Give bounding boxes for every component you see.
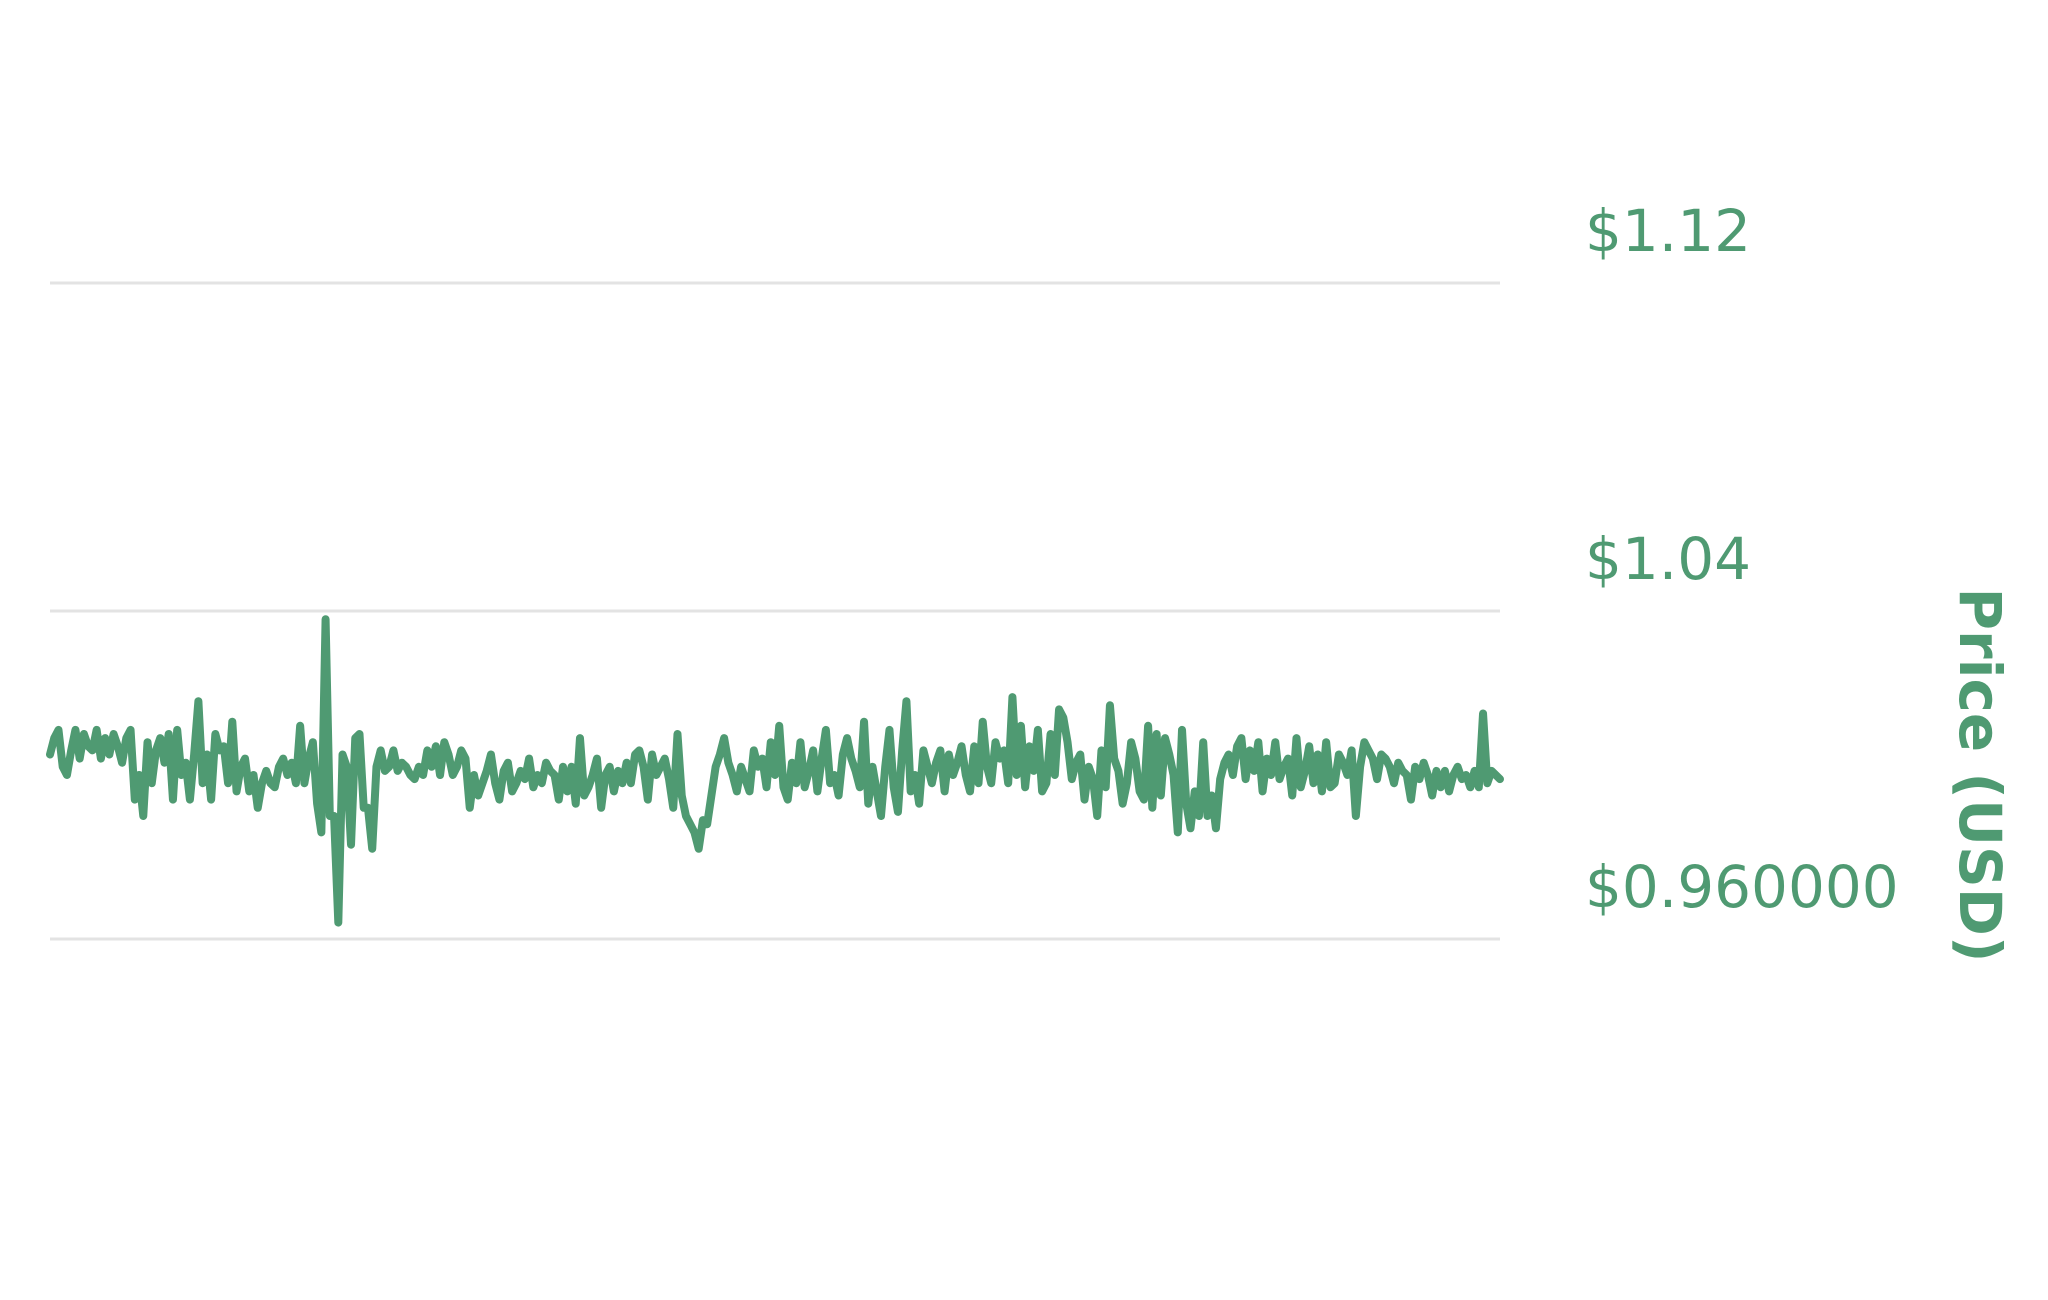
y-tick-label: $1.12 [1585,197,1751,265]
price-series-line [46,615,1504,927]
y-tick-label: $1.04 [1585,525,1751,593]
series-group [46,615,1504,927]
y-axis-ticks: $1.12 $1.04 $0.960000 [1585,197,1899,921]
y-axis-label: Price (USD) [1946,588,2014,963]
y-tick-label: $0.960000 [1585,853,1899,921]
grid-lines [50,281,1500,941]
